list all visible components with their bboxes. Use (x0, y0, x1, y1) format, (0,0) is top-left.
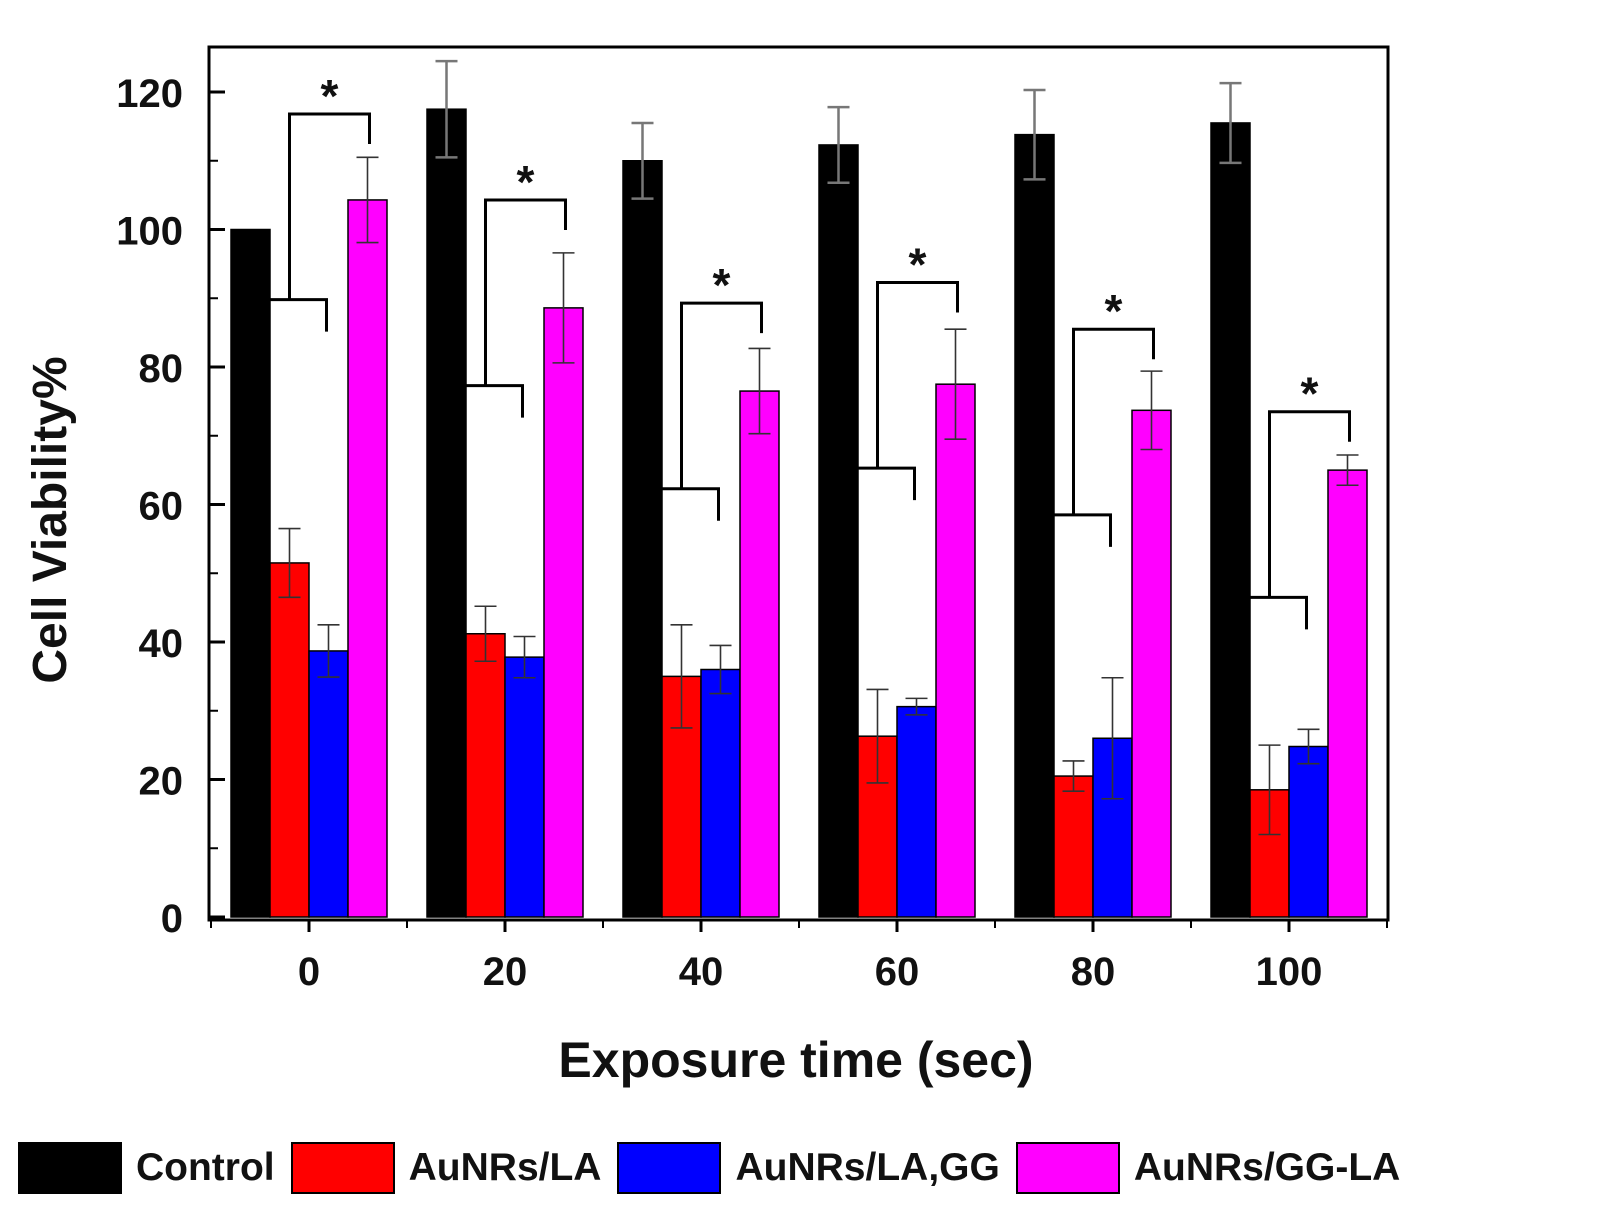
significance-star: * (321, 70, 339, 122)
bar-aunrs-la-gg-60 (896, 705, 937, 918)
bar-aunrs-gg-la-40 (739, 390, 780, 918)
significance-brackets: * * * * * * (251, 70, 1351, 630)
x-axis: 0 20 40 60 80 100 (210, 920, 1388, 994)
bar-control-60 (818, 144, 859, 918)
y-axis-label: Cell Viability% (24, 356, 77, 683)
bar-control-80 (1014, 133, 1055, 918)
bar-aunrs-gg-la-100 (1327, 469, 1368, 918)
bar-control-100 (1210, 122, 1251, 918)
legend-item-aunrs-la-gg: AuNRs/LA,GG (617, 1142, 1000, 1194)
bar-aunrs-la-gg-100 (1288, 745, 1329, 918)
bar-aunrs-la-80 (1053, 775, 1094, 918)
bars (230, 108, 1368, 918)
legend-label: AuNRs/LA (408, 1146, 602, 1189)
error-bars (278, 59, 1359, 836)
legend-item-aunrs-gg-la: AuNRs/GG-LA (1015, 1142, 1401, 1194)
bar-aunrs-gg-la-60 (935, 383, 976, 918)
x-axis-label: Exposure time (sec) (558, 1032, 1033, 1088)
legend-item-control: Control (18, 1142, 275, 1194)
x-tick-label: 20 (483, 950, 528, 994)
bar-aunrs-gg-la-0 (347, 199, 388, 918)
x-tick-label: 60 (875, 950, 920, 994)
legend-swatch (18, 1142, 122, 1194)
y-axis: 0 20 40 60 80 100 120 (116, 72, 225, 941)
significance-bracket (1231, 410, 1351, 630)
legend: Control AuNRs/LA AuNRs/LA,GG AuNRs/GG-LA (18, 1140, 1416, 1196)
y-tick-label: 60 (139, 485, 184, 529)
significance-bracket (643, 301, 763, 521)
legend-item-aunrs-la: AuNRs/LA (290, 1142, 602, 1194)
legend-swatch (617, 1142, 722, 1194)
significance-star: * (713, 259, 731, 311)
y-tick-label: 40 (139, 622, 184, 666)
significance-star: * (909, 238, 927, 290)
bar-control-20 (426, 108, 467, 918)
legend-swatch (290, 1142, 395, 1194)
y-tick-label: 0 (161, 897, 183, 941)
y-tick-label: 100 (116, 210, 183, 254)
bar-aunrs-la-gg-40 (700, 668, 741, 918)
legend-label: AuNRs/GG-LA (1133, 1146, 1401, 1189)
significance-star: * (1105, 285, 1123, 337)
bar-aunrs-la-20 (465, 633, 506, 918)
significance-bracket (1035, 327, 1155, 547)
legend-swatch (1015, 1142, 1120, 1194)
x-tick-label: 100 (1256, 950, 1323, 994)
bar-control-40 (622, 160, 663, 918)
significance-bracket (447, 198, 567, 418)
y-tick-label: 20 (139, 760, 184, 804)
legend-label: AuNRs/LA,GG (735, 1146, 1000, 1189)
y-tick-label: 80 (139, 347, 184, 391)
bar-control-0 (230, 228, 271, 918)
significance-bracket (251, 112, 371, 332)
legend-label: Control (136, 1146, 275, 1189)
x-tick-label: 0 (298, 950, 320, 994)
bar-aunrs-gg-la-20 (543, 307, 584, 918)
significance-bracket (839, 280, 959, 501)
bar-aunrs-la-0 (269, 562, 310, 918)
y-tick-label: 120 (116, 72, 183, 116)
x-tick-label: 80 (1071, 950, 1116, 994)
bar-aunrs-gg-la-80 (1131, 409, 1172, 918)
significance-star: * (517, 156, 535, 208)
x-tick-label: 40 (679, 950, 724, 994)
significance-star: * (1301, 368, 1319, 420)
bar-aunrs-la-gg-0 (308, 650, 349, 918)
bar-aunrs-la-gg-20 (504, 656, 545, 918)
